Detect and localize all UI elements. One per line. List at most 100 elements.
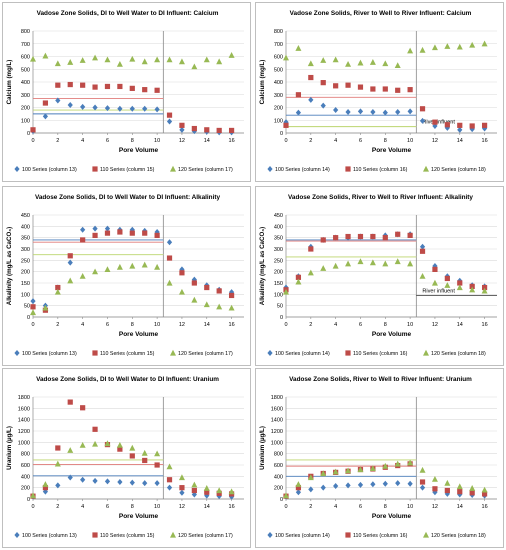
- data-point-s120: [178, 474, 185, 481]
- data-point-s100: [104, 105, 111, 112]
- data-point-s120: [320, 470, 327, 477]
- y-tick-label: 400: [21, 80, 30, 86]
- data-point-s100: [179, 489, 185, 496]
- y-tick-label: 600: [274, 463, 283, 469]
- data-point-s120: [92, 268, 99, 275]
- data-point-s120: [116, 60, 123, 67]
- x-tick-label: 14: [204, 322, 210, 328]
- data-point-s110: [179, 122, 185, 128]
- legend-marker-s110: [92, 532, 98, 538]
- y-tick-label: 400: [274, 474, 283, 480]
- legend-marker-s120: [423, 165, 429, 172]
- data-point-s120: [469, 41, 476, 48]
- data-point-s110: [80, 405, 86, 411]
- data-point-s110: [117, 83, 123, 90]
- data-point-s110: [228, 127, 235, 134]
- y-tick-label: 800: [21, 29, 30, 35]
- data-point-s120: [203, 485, 210, 491]
- y-tick-label: 200: [274, 486, 283, 492]
- data-point-s120: [419, 46, 426, 53]
- data-point-s110: [55, 284, 61, 291]
- y-tick-label: 600: [21, 55, 30, 61]
- data-point-s100: [92, 225, 98, 232]
- data-point-s110: [104, 83, 111, 90]
- legend-marker-s110: [345, 166, 351, 172]
- y-tick-label: 200: [21, 270, 30, 276]
- x-tick-label: 0: [284, 504, 287, 510]
- data-point-s110: [357, 84, 364, 90]
- data-point-s110: [42, 100, 49, 106]
- legend-marker-s100: [14, 166, 20, 172]
- data-point-s110: [30, 304, 36, 310]
- data-point-s120: [382, 60, 389, 67]
- y-tick-label: 500: [274, 67, 283, 73]
- data-point-s120: [345, 260, 352, 267]
- data-point-s120: [191, 296, 198, 303]
- data-point-s110: [295, 92, 302, 98]
- data-point-s120: [42, 304, 49, 311]
- legend-marker-s110: [92, 350, 98, 356]
- legend-marker-s110: [345, 350, 351, 356]
- y-tick-label: 1800: [18, 395, 30, 401]
- data-point-s120: [141, 261, 148, 268]
- x-tick-label: 14: [204, 504, 210, 510]
- y-tick-label: 50: [277, 304, 283, 310]
- x-tick-label: 6: [359, 504, 362, 510]
- data-point-s120: [394, 62, 401, 69]
- x-axis-label: Pore Volume: [119, 331, 159, 338]
- data-point-s120: [154, 450, 161, 457]
- data-point-s110: [166, 255, 173, 261]
- data-point-s120: [216, 303, 223, 310]
- y-tick-label: 400: [21, 474, 30, 480]
- data-point-s110: [357, 233, 364, 240]
- data-point-s120: [30, 309, 36, 316]
- x-tick-label: 4: [81, 504, 84, 510]
- legend-marker-s100: [14, 350, 20, 356]
- data-point-s120: [67, 277, 74, 284]
- data-point-s120: [67, 59, 74, 65]
- data-point-s120: [116, 263, 123, 270]
- x-tick-label: 12: [179, 138, 185, 144]
- data-point-s120: [129, 262, 136, 269]
- data-point-s100: [92, 477, 98, 484]
- y-tick-label: 50: [24, 304, 30, 310]
- y-tick-label: 100: [21, 292, 30, 298]
- y-tick-label: 1600: [18, 406, 30, 412]
- data-point-s120: [369, 465, 376, 471]
- data-point-s100: [80, 226, 86, 233]
- data-point-s120: [320, 265, 327, 271]
- x-tick-label: 14: [457, 138, 463, 144]
- data-point-s120: [79, 273, 86, 279]
- y-tick-label: 150: [21, 281, 30, 287]
- data-point-s110: [407, 87, 413, 93]
- data-point-s120: [92, 54, 99, 61]
- data-point-s120: [42, 481, 49, 487]
- data-point-s100: [117, 479, 123, 485]
- y-tick-label: 1200: [18, 429, 30, 435]
- chart-panel-6: Vadose Zone Solids, River to Well to Riv…: [255, 368, 504, 548]
- data-point-s120: [456, 284, 463, 291]
- data-point-s110: [444, 275, 450, 282]
- data-point-s110: [204, 489, 210, 495]
- x-axis-label: Pore Volume: [119, 513, 159, 520]
- data-point-s100: [142, 105, 148, 112]
- data-point-s120: [407, 47, 414, 54]
- legend-label-s110: 110 Series (column 16): [353, 167, 408, 173]
- y-axis-label: Alkalinity (mg/L as CaCO₃): [6, 227, 13, 305]
- legend-marker-s100: [267, 350, 273, 356]
- data-point-s120: [154, 263, 161, 270]
- data-point-s110: [419, 479, 426, 485]
- data-point-s120: [178, 288, 185, 295]
- legend-label-s100: 100 Series (column 13): [22, 351, 77, 357]
- legend-label-s120: 120 Series (column 18): [431, 533, 486, 539]
- data-point-s100: [67, 474, 73, 481]
- data-point-s110: [419, 248, 426, 254]
- data-point-s120: [203, 56, 210, 63]
- data-point-s120: [419, 466, 426, 473]
- data-point-s120: [357, 59, 364, 66]
- data-point-s100: [357, 481, 364, 488]
- data-point-s110: [55, 445, 61, 451]
- data-point-s120: [30, 55, 36, 62]
- data-point-s120: [456, 483, 463, 490]
- data-point-s120: [382, 462, 389, 469]
